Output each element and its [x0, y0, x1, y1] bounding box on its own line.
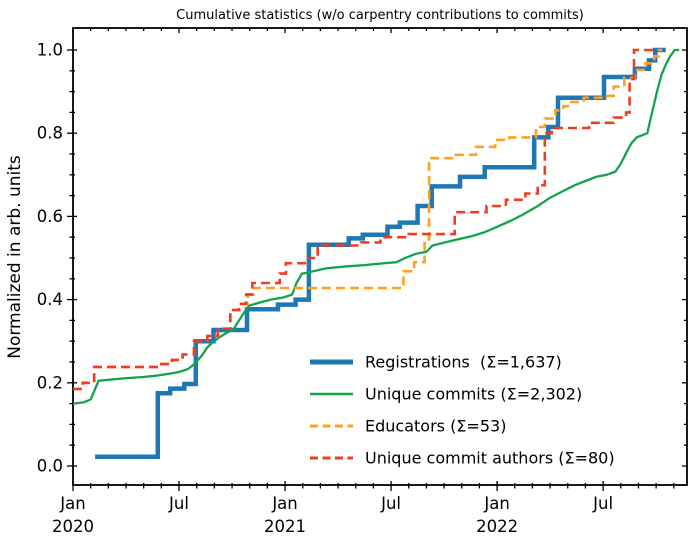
legend-label-unique-commits: Unique commits (Σ=2,302) — [365, 385, 582, 404]
y-tick-label: 1.0 — [37, 41, 63, 60]
y-axis-label: Normalized in arb. units — [5, 155, 25, 359]
legend-row-unique-commits: Unique commits (Σ=2,302) — [310, 385, 582, 404]
legend-label-educators: Educators (Σ=53) — [365, 417, 506, 436]
x-tick-label-month: Jan — [483, 494, 509, 513]
x-tick-label-month: Jan — [59, 494, 85, 513]
legend-label-unique-commit-authors: Unique commit authors (Σ=80) — [365, 449, 615, 468]
legend-label-registrations: Registrations (Σ=1,637) — [365, 353, 562, 372]
legend-row-educators: Educators (Σ=53) — [310, 417, 506, 436]
x-tick-label-month: Jul — [168, 494, 189, 513]
x-tick-label-month: Jan — [271, 494, 297, 513]
x-tick-label-year: 2022 — [476, 517, 518, 536]
legend: Registrations (Σ=1,637) Unique commits (… — [310, 353, 615, 468]
x-tick-label-month: Jul — [592, 494, 613, 513]
x-tick-label-year: 2020 — [52, 517, 94, 536]
chart-title: Cumulative statistics (w/o carpentry con… — [176, 8, 584, 23]
legend-row-registrations: Registrations (Σ=1,637) — [310, 353, 562, 372]
x-tick-label-month: Jul — [380, 494, 401, 513]
axes: Jan 2020 Jul Jan 2021 Jul Jan 2022 Jul 0.0 0.2 0.4 0… — [37, 27, 688, 536]
y-tick-label: 0.6 — [37, 207, 63, 226]
y-tick-label: 0.8 — [37, 124, 63, 143]
series-educators-line — [73, 48, 663, 391]
series-unique-commits-line — [72, 48, 680, 405]
x-tick-label-year: 2021 — [264, 517, 306, 536]
legend-row-unique-commit-authors: Unique commit authors (Σ=80) — [310, 449, 615, 468]
y-tick-label: 0.0 — [37, 457, 63, 476]
plot-series — [72, 47, 680, 460]
plot-border — [72, 27, 688, 486]
y-tick-label: 0.4 — [37, 290, 63, 309]
series-unique-commit-authors-line — [73, 48, 654, 391]
y-tick-label: 0.2 — [37, 373, 63, 392]
